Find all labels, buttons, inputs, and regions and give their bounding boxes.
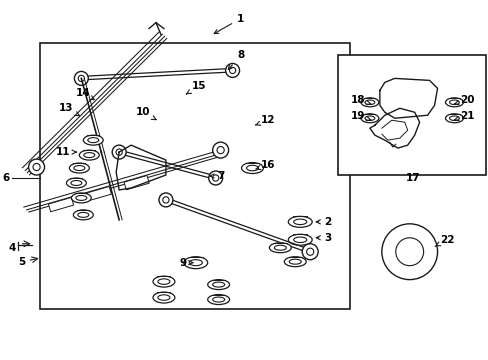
Ellipse shape <box>78 212 89 217</box>
Text: 19: 19 <box>350 111 370 121</box>
Text: 11: 11 <box>56 147 76 157</box>
Text: 1: 1 <box>214 14 244 33</box>
Ellipse shape <box>360 114 378 123</box>
Ellipse shape <box>445 98 463 107</box>
Ellipse shape <box>246 165 258 171</box>
Circle shape <box>212 175 218 181</box>
Circle shape <box>208 171 222 185</box>
Ellipse shape <box>76 195 87 201</box>
Text: 10: 10 <box>136 107 156 120</box>
Ellipse shape <box>83 135 103 145</box>
Circle shape <box>395 238 423 266</box>
Ellipse shape <box>207 294 229 305</box>
Ellipse shape <box>364 100 374 104</box>
Ellipse shape <box>293 237 306 243</box>
Circle shape <box>159 193 173 207</box>
Text: 17: 17 <box>405 173 419 183</box>
Ellipse shape <box>364 116 374 121</box>
Text: 15: 15 <box>186 81 205 94</box>
Ellipse shape <box>79 150 99 160</box>
Ellipse shape <box>158 279 170 284</box>
Ellipse shape <box>71 180 81 185</box>
Circle shape <box>229 67 235 73</box>
Ellipse shape <box>158 295 170 300</box>
Ellipse shape <box>74 166 84 171</box>
Text: 6: 6 <box>2 173 10 183</box>
Text: 22: 22 <box>434 235 454 247</box>
Ellipse shape <box>288 234 311 245</box>
Bar <box>124 176 149 190</box>
Ellipse shape <box>153 276 175 287</box>
Ellipse shape <box>288 216 311 227</box>
Circle shape <box>74 71 88 85</box>
Circle shape <box>212 142 228 158</box>
Circle shape <box>306 248 313 255</box>
Ellipse shape <box>212 282 224 287</box>
Circle shape <box>163 197 169 203</box>
Circle shape <box>381 224 437 280</box>
Ellipse shape <box>73 210 93 220</box>
Ellipse shape <box>88 138 99 143</box>
Ellipse shape <box>445 114 463 123</box>
Text: 9: 9 <box>179 258 192 268</box>
Text: 8: 8 <box>228 50 244 69</box>
Text: 16: 16 <box>255 160 275 170</box>
Bar <box>86 186 111 201</box>
Text: 4: 4 <box>8 243 16 253</box>
Bar <box>48 197 74 212</box>
Bar <box>337 55 486 175</box>
Ellipse shape <box>274 245 286 250</box>
Ellipse shape <box>83 153 95 158</box>
Ellipse shape <box>269 243 291 253</box>
Circle shape <box>225 63 239 77</box>
Circle shape <box>78 75 84 81</box>
Ellipse shape <box>360 98 378 107</box>
Ellipse shape <box>66 178 86 188</box>
Circle shape <box>217 147 224 154</box>
Ellipse shape <box>448 100 458 104</box>
Circle shape <box>112 145 126 159</box>
Ellipse shape <box>153 292 175 303</box>
Ellipse shape <box>183 257 207 269</box>
Ellipse shape <box>241 163 263 174</box>
Ellipse shape <box>207 280 229 289</box>
Circle shape <box>33 163 40 171</box>
Text: 13: 13 <box>59 103 79 116</box>
Ellipse shape <box>284 257 305 267</box>
Text: 14: 14 <box>76 88 94 100</box>
Circle shape <box>116 149 122 155</box>
Circle shape <box>29 159 44 175</box>
Bar <box>40 42 349 310</box>
Text: 3: 3 <box>316 233 331 243</box>
Ellipse shape <box>212 297 224 302</box>
Text: 2: 2 <box>316 217 331 227</box>
Text: 21: 21 <box>453 111 474 121</box>
Ellipse shape <box>289 259 301 264</box>
Ellipse shape <box>69 163 89 173</box>
Text: 7: 7 <box>209 171 224 181</box>
Ellipse shape <box>293 219 306 225</box>
Circle shape <box>302 244 318 260</box>
Text: 18: 18 <box>350 95 370 105</box>
Ellipse shape <box>71 193 91 203</box>
Text: 5: 5 <box>19 257 25 267</box>
Ellipse shape <box>189 260 202 266</box>
Text: 12: 12 <box>255 115 275 125</box>
Text: 20: 20 <box>453 95 474 105</box>
Ellipse shape <box>448 116 458 121</box>
